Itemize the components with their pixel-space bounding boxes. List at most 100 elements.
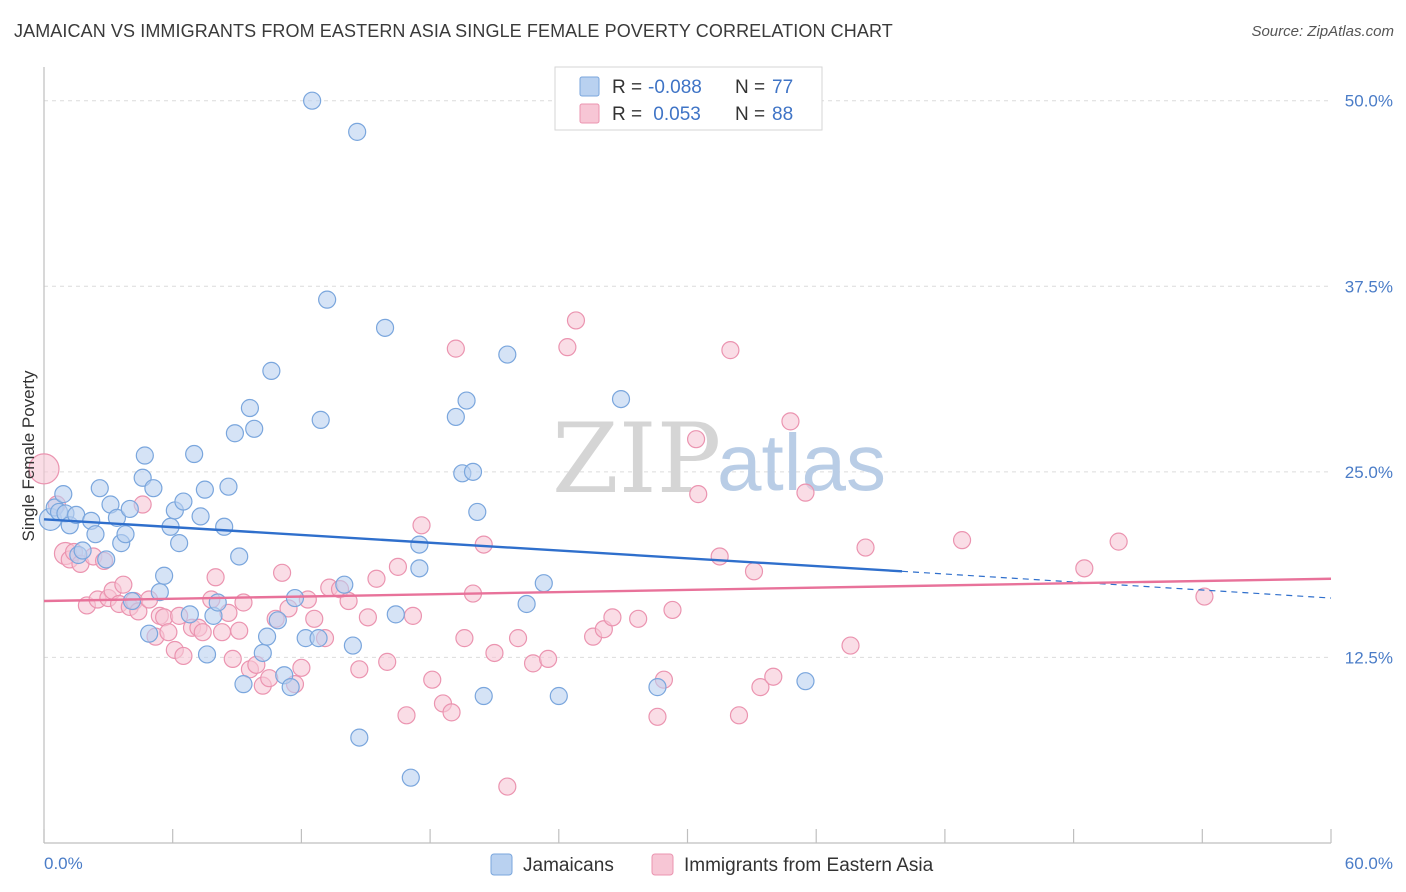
pink-data-point (1195, 587, 1214, 606)
blue-data-point (185, 444, 204, 464)
blue-data-point (97, 550, 116, 569)
blue-data-point (262, 361, 281, 380)
pink-data-point (442, 703, 461, 722)
pink-data-point (193, 623, 212, 642)
pink-data-point (305, 609, 324, 628)
y-tick-label: 50.0% (1345, 92, 1393, 111)
blue-data-point (796, 672, 815, 691)
blue-data-point (155, 566, 174, 585)
pink-data-point (378, 652, 397, 671)
blue-data-point (120, 499, 139, 519)
legend-n-value-pink: 88 (772, 104, 793, 125)
blue-trend-extension (901, 570, 1332, 599)
blue-data-point (225, 424, 245, 443)
pink-data-point (663, 600, 682, 620)
blue-data-point (54, 485, 73, 504)
blue-data-point (303, 91, 322, 110)
pink-data-point (751, 678, 770, 697)
blue-data-point (268, 611, 287, 630)
blue-data-point (122, 591, 142, 611)
blue-data-point (611, 390, 631, 409)
pink-data-point (744, 562, 764, 581)
blue-data-point (90, 479, 109, 498)
blue-data-point (318, 290, 337, 309)
blue-data-point (386, 605, 405, 624)
pink-data-point (412, 516, 431, 535)
y-tick-label: 12.5% (1345, 648, 1393, 667)
blue-data-point (253, 643, 272, 663)
pink-data-point (272, 563, 292, 582)
legend-n-label-blue: N = (735, 77, 765, 98)
legend-n-value-blue: 77 (772, 77, 793, 98)
pink-data-point (423, 670, 442, 689)
series-legend-label-eastern-asia: Immigrants from Eastern Asia (684, 855, 934, 876)
pink-data-point (952, 531, 972, 550)
blue-data-point (285, 588, 305, 608)
blue-data-point (468, 502, 487, 522)
pink-data-point (686, 430, 706, 449)
y-tick-labels: 12.5% 25.0% 37.5% 50.0% (1345, 92, 1393, 668)
blue-series-points (38, 91, 815, 787)
legend-swatch-blue (579, 76, 600, 97)
pink-data-point (455, 629, 474, 648)
chart-source: Source: ZipAtlas.com (1251, 23, 1394, 40)
pink-data-point (856, 538, 875, 557)
pink-data-point (523, 654, 543, 673)
blue-data-point (195, 480, 214, 499)
pink-data-point (796, 483, 815, 502)
pink-data-point (403, 606, 423, 625)
blue-data-point (309, 629, 328, 648)
pink-data-point (508, 629, 528, 648)
series-legend-swatch-eastern-asia (651, 853, 674, 876)
legend-r-value-blue: -0.088 (648, 77, 702, 98)
pink-data-point (1109, 532, 1128, 551)
blue-data-point (281, 678, 300, 697)
pink-data-point (1075, 559, 1094, 578)
blue-data-point (446, 407, 465, 427)
pink-data-point (292, 658, 311, 677)
blue-data-point (135, 446, 154, 465)
watermark: ZIP atlas (552, 403, 886, 515)
x-tick-label-min: 0.0% (44, 854, 83, 873)
x-tick-label-max: 60.0% (1345, 854, 1393, 873)
pink-data-point (566, 311, 586, 330)
legend-r-label-blue: R = (612, 77, 642, 98)
pink-series-points (28, 311, 1214, 796)
blue-data-point (180, 605, 199, 624)
blue-data-point (401, 768, 420, 787)
pink-data-point (367, 569, 386, 588)
pink-data-point (710, 547, 729, 566)
pink-data-point (689, 485, 708, 504)
legend-r-label-pink: R = (612, 104, 642, 125)
blue-data-point (375, 318, 395, 337)
blue-trend-line (43, 518, 903, 573)
pink-data-point (206, 568, 225, 587)
blue-data-point (348, 122, 367, 141)
blue-data-point (517, 594, 536, 614)
blue-data-point (648, 678, 667, 697)
legend-swatch-pink (579, 103, 600, 124)
series-legend: Jamaicans Immigrants from Eastern Asia (490, 853, 934, 876)
blue-data-point (197, 645, 217, 664)
pink-data-point (159, 623, 178, 642)
blue-data-point (534, 574, 553, 593)
blue-data-point (144, 479, 163, 498)
correlation-legend: R = -0.088 N = 77 R = 0.053 N = 88 (554, 66, 823, 131)
pink-data-point (397, 706, 416, 725)
blue-data-point (498, 345, 517, 364)
blue-data-point (549, 686, 568, 706)
trend-lines (43, 518, 1332, 603)
pink-data-point (358, 608, 377, 627)
blue-data-point (240, 398, 260, 418)
pink-data-point (28, 453, 60, 485)
pink-data-point (260, 669, 279, 688)
blue-data-point (219, 477, 238, 496)
blue-data-point (170, 534, 189, 553)
blue-data-point (410, 535, 429, 554)
blue-data-point (245, 419, 264, 438)
blue-data-point (116, 525, 135, 544)
blue-data-point (457, 391, 476, 410)
blue-data-point (107, 508, 127, 527)
blue-data-point (86, 525, 105, 544)
